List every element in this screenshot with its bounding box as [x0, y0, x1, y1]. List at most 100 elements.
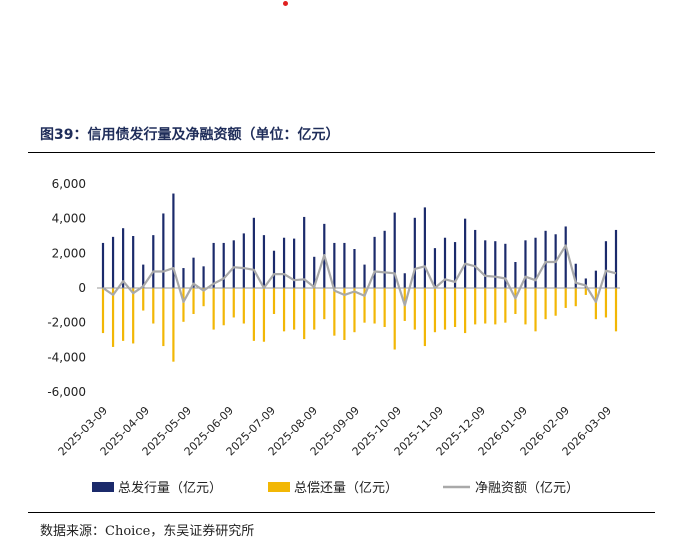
- issuance-bar: [474, 229, 477, 288]
- repayment-bar: [262, 288, 266, 342]
- repayment-bar: [152, 288, 155, 324]
- repayment-bar: [514, 288, 517, 314]
- repayment-bar: [383, 288, 386, 327]
- issuance-bar: [242, 233, 245, 288]
- repayment-bar: [484, 288, 487, 324]
- repayment-bar: [343, 288, 346, 340]
- issuance-bar: [614, 229, 618, 288]
- issuance-bar: [272, 250, 276, 288]
- y-tick-label: 6,000: [52, 177, 86, 191]
- legend-net-label: 净融资额（亿元）: [475, 481, 579, 496]
- repayment-bar: [453, 288, 457, 327]
- repayment-bar: [594, 288, 597, 320]
- issuance-bar: [604, 241, 608, 288]
- issuance-bar: [282, 237, 286, 288]
- legend-repayment-swatch: [268, 482, 290, 492]
- repayment-bar: [474, 288, 477, 325]
- issuance-bar: [202, 266, 205, 288]
- y-tick-label: 0: [78, 281, 86, 295]
- repayment-bar: [142, 288, 145, 311]
- repayment-bar: [232, 288, 235, 318]
- repayment-bar: [172, 288, 175, 362]
- repayment-bar: [604, 288, 608, 318]
- issuance-bar: [343, 242, 346, 288]
- issuance-bar: [142, 264, 145, 288]
- repayment-bar: [423, 288, 426, 347]
- repayment-bar: [162, 288, 165, 347]
- top-rule: [28, 152, 655, 153]
- issuance-bar: [252, 217, 255, 288]
- repayment-bar: [413, 288, 416, 330]
- repayment-bar: [303, 288, 306, 340]
- repayment-bar: [393, 288, 396, 350]
- issuance-bar: [172, 193, 175, 288]
- repayment-bar: [272, 288, 276, 314]
- repayment-bar: [534, 288, 537, 332]
- legend-issuance-label: 总发行量（亿元）: [118, 480, 222, 496]
- repayment-bar: [212, 288, 215, 330]
- chart-title: 图39：信用债发行量及净融资额（单位：亿元）: [40, 127, 340, 143]
- repayment-bar: [333, 288, 336, 336]
- repayment-bar: [242, 288, 245, 324]
- issuance-bar: [101, 242, 105, 288]
- y-tick-label: 2,000: [52, 246, 86, 260]
- repayment-bar: [504, 288, 507, 323]
- issuance-bar: [494, 241, 497, 288]
- issuance-bar: [484, 240, 487, 288]
- y-tick-label: -6,000: [47, 385, 86, 399]
- repayment-bar: [464, 288, 467, 334]
- repayment-bar: [554, 288, 557, 316]
- issuance-bar: [293, 238, 296, 288]
- issuance-bar: [383, 230, 386, 288]
- issuance-bar: [564, 226, 567, 288]
- issuance-bar: [212, 242, 215, 288]
- issuance-bar: [464, 218, 467, 288]
- issuance-bar: [534, 237, 537, 288]
- repayment-bar: [544, 288, 547, 320]
- repayment-bar: [132, 288, 135, 344]
- issuance-bar: [373, 236, 376, 288]
- issuance-bar: [524, 240, 527, 288]
- issuance-bar: [453, 242, 457, 288]
- repayment-bar: [313, 288, 316, 330]
- issuance-bar: [403, 273, 406, 288]
- issuance-bar: [192, 257, 195, 288]
- issuance-bar: [594, 270, 597, 288]
- legend-repayment-label: 总偿还量（亿元）: [294, 481, 398, 496]
- issuance-bar: [111, 236, 115, 288]
- issuance-bar: [363, 264, 366, 288]
- repayment-bar: [524, 288, 527, 325]
- repayment-bar: [202, 288, 205, 307]
- source-note: 数据来源：Choice，东吴证券研究所: [40, 524, 255, 539]
- issuance-bar: [333, 242, 336, 288]
- repayment-bar: [584, 288, 587, 295]
- repayment-bar: [252, 288, 255, 341]
- issuance-bar: [443, 237, 447, 288]
- repayment-bar: [614, 288, 618, 332]
- issuance-bar: [152, 235, 155, 288]
- repayment-bar: [101, 288, 105, 334]
- red-marker-dot: [283, 1, 288, 6]
- bottom-rule: [28, 512, 655, 513]
- repayment-bar: [433, 288, 437, 333]
- issuance-bar: [222, 242, 225, 288]
- repayment-bar: [182, 288, 185, 322]
- repayment-bar: [443, 288, 447, 330]
- issuance-bar: [232, 240, 235, 288]
- repayment-bar: [122, 288, 125, 341]
- issuance-bar: [303, 216, 306, 288]
- repayment-bar: [222, 288, 225, 326]
- y-tick-label: -4,000: [47, 350, 86, 364]
- issuance-bar: [353, 249, 356, 288]
- repayment-bar: [574, 288, 577, 307]
- repayment-bar: [353, 288, 356, 333]
- net-financing-line: [102, 244, 617, 307]
- repayment-bar: [282, 288, 286, 332]
- repayment-bar: [111, 288, 115, 347]
- issuance-bar: [262, 235, 266, 288]
- issuance-bar: [504, 243, 507, 288]
- issuance-bar: [132, 236, 135, 288]
- issuance-bar: [313, 256, 316, 288]
- y-tick-label: 4,000: [52, 212, 86, 226]
